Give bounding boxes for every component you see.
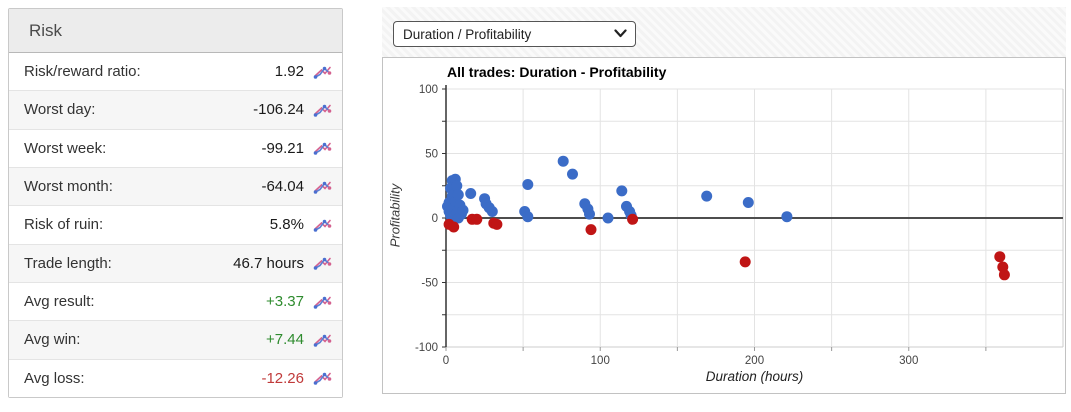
risk-row-label: Risk of ruin: <box>24 216 104 234</box>
risk-row: Worst month: -64.04 <box>9 166 342 206</box>
data-point-losing-trades[interactable] <box>998 269 1010 281</box>
mini-chart-icon[interactable] <box>313 141 332 156</box>
risk-row-label: Trade length: <box>24 254 112 272</box>
data-point-winning-trades[interactable] <box>451 180 463 192</box>
risk-row-value: +7.44 <box>266 331 304 349</box>
chart-type-select-wrap: Duration / Profitability <box>393 21 636 47</box>
mini-chart-icon-button[interactable] <box>313 65 332 79</box>
svg-text:100: 100 <box>591 355 610 367</box>
data-point-winning-trades[interactable] <box>457 204 469 216</box>
risk-row-value: +3.37 <box>266 293 304 311</box>
data-point-losing-trades[interactable] <box>471 213 483 225</box>
risk-row-label: Worst month: <box>24 178 113 196</box>
data-point-winning-trades[interactable] <box>701 190 713 202</box>
risk-row: Avg loss: -12.26 <box>9 358 342 397</box>
risk-row: Trade length: 46.7 hours <box>9 243 342 282</box>
risk-row-value: -12.26 <box>261 369 304 387</box>
risk-row: Avg win: +7.44 <box>9 320 342 359</box>
risk-row-value: -106.24 <box>253 101 304 119</box>
data-point-winning-trades[interactable] <box>616 185 628 197</box>
data-point-losing-trades[interactable] <box>739 256 751 268</box>
risk-row: Worst day: -106.24 <box>9 90 342 129</box>
svg-text:300: 300 <box>899 355 918 367</box>
chart-type-select[interactable]: Duration / Profitability <box>393 21 636 47</box>
mini-chart-icon-button[interactable] <box>313 295 332 309</box>
risk-row-value: -64.04 <box>261 178 304 196</box>
risk-row-value: 46.7 hours <box>233 254 304 272</box>
mini-chart-icon[interactable] <box>313 218 332 232</box>
mini-chart-icon-button[interactable] <box>313 256 332 271</box>
chart-box: All trades: Duration - Profitability Pro… <box>382 57 1066 394</box>
risk-row: Risk/reward ratio: 1.92 <box>9 53 342 91</box>
x-axis-title: Duration (hours) <box>705 369 804 384</box>
mini-chart-icon[interactable] <box>313 295 332 309</box>
risk-row-value: 5.8% <box>269 216 304 234</box>
mini-chart-icon[interactable] <box>313 65 332 79</box>
risk-row-value: -99.21 <box>261 139 304 157</box>
mini-chart-icon[interactable] <box>313 103 332 117</box>
data-point-losing-trades[interactable] <box>627 213 639 225</box>
data-point-winning-trades[interactable] <box>567 168 578 180</box>
data-point-winning-trades[interactable] <box>602 212 614 224</box>
svg-text:0: 0 <box>443 355 449 367</box>
mini-chart-icon-button[interactable] <box>313 218 332 232</box>
risk-row-label: Avg win: <box>24 331 81 349</box>
data-point-winning-trades[interactable] <box>781 211 793 223</box>
mini-chart-icon[interactable] <box>313 180 332 194</box>
risk-row-value: 1.92 <box>274 63 304 81</box>
svg-text:50: 50 <box>425 149 438 161</box>
risk-row: Worst week: -99.21 <box>9 128 342 167</box>
svg-text:100: 100 <box>419 84 438 96</box>
mini-chart-icon-button[interactable] <box>313 333 332 347</box>
mini-chart-icon-button[interactable] <box>313 103 332 117</box>
risk-row-label: Worst day: <box>24 101 96 119</box>
svg-text:-100: -100 <box>415 342 438 354</box>
mini-chart-icon[interactable] <box>313 256 332 271</box>
risk-panel-header: Risk <box>9 9 342 53</box>
scatter-plot: -100 -50 0 50 100 0 100 200 300 <box>415 84 1064 367</box>
mini-chart-icon-button[interactable] <box>313 180 332 194</box>
risk-row: Avg result: +3.37 <box>9 281 342 321</box>
risk-panel: Risk Risk/reward ratio: 1.92 Worst day: -1… <box>8 8 343 398</box>
data-point-losing-trades[interactable] <box>448 221 460 233</box>
data-point-losing-trades[interactable] <box>491 218 503 230</box>
data-point-losing-trades[interactable] <box>994 251 1006 263</box>
risk-row: Risk of ruin: 5.8% <box>9 205 342 244</box>
data-point-winning-trades[interactable] <box>465 188 477 199</box>
mini-chart-icon[interactable] <box>313 333 332 347</box>
data-point-winning-trades[interactable] <box>522 179 534 190</box>
svg-text:200: 200 <box>745 355 764 367</box>
data-point-winning-trades[interactable] <box>584 208 595 220</box>
chart-toolbar: Duration / Profitability <box>382 7 1066 57</box>
data-point-winning-trades[interactable] <box>742 197 754 208</box>
risk-row-label: Avg result: <box>24 293 95 311</box>
svg-text:-50: -50 <box>421 278 438 290</box>
risk-panel-title: Risk <box>29 20 63 40</box>
risk-row-label: Risk/reward ratio: <box>24 63 141 81</box>
risk-row-label: Avg loss: <box>24 369 85 387</box>
risk-rows: Risk/reward ratio: 1.92 Worst day: -106.24… <box>9 53 342 397</box>
data-point-winning-trades[interactable] <box>522 211 534 223</box>
risk-row-label: Worst week: <box>24 139 107 157</box>
data-point-winning-trades[interactable] <box>557 155 569 167</box>
data-point-winning-trades[interactable] <box>486 206 498 217</box>
data-point-losing-trades[interactable] <box>585 224 597 236</box>
chart-panel: Duration / Profitability All trades: Dur… <box>382 7 1066 394</box>
mini-chart-icon[interactable] <box>313 371 332 386</box>
chart-title: All trades: Duration - Profitability <box>447 64 667 80</box>
data-point-winning-trades[interactable] <box>452 189 464 201</box>
mini-chart-icon-button[interactable] <box>313 141 332 156</box>
mini-chart-icon-button[interactable] <box>313 371 332 386</box>
svg-text:0: 0 <box>432 213 438 225</box>
